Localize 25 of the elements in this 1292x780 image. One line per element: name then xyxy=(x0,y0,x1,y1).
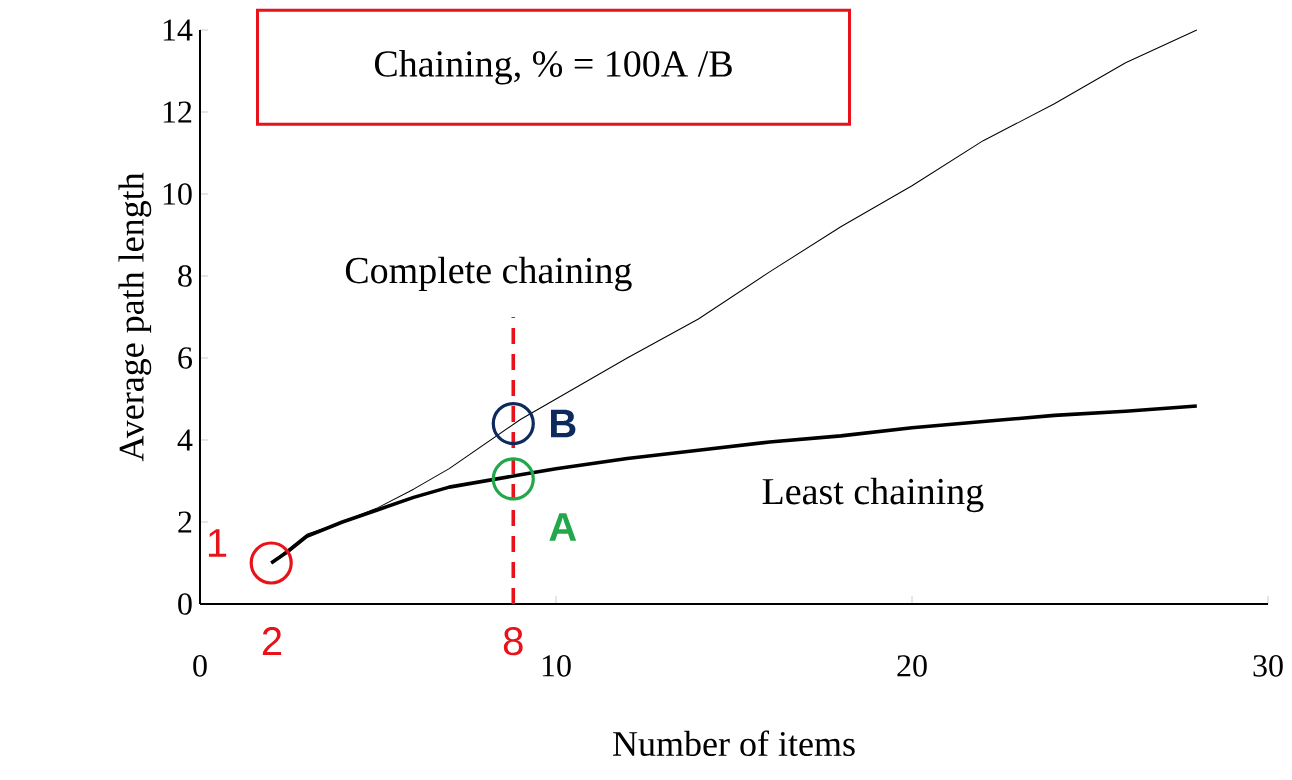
y-tick-label: 8 xyxy=(178,265,192,287)
point xyxy=(491,457,535,501)
x-tick-label: 0 xyxy=(193,655,207,677)
legend-label: B xyxy=(551,409,576,438)
text: 8 xyxy=(503,627,523,656)
y-tick-label: 14 xyxy=(163,19,193,41)
y-axis-title: Average path length xyxy=(118,172,152,462)
y-tick-label: 12 xyxy=(163,101,192,123)
point xyxy=(249,541,293,585)
x-axis-title: Number of items xyxy=(613,730,855,757)
x-tick-label: 30 xyxy=(1253,655,1283,677)
y-tick-label: 10 xyxy=(163,183,192,205)
y-tick-label: 2 xyxy=(178,511,192,533)
chart-title: Chaining, % = 100A /B xyxy=(374,50,732,85)
point xyxy=(491,401,535,446)
series-label: Complete chaining xyxy=(345,256,632,292)
series-label: Least chaining xyxy=(762,477,984,513)
x-tick-label: 20 xyxy=(897,655,927,677)
text: 2 xyxy=(262,627,282,655)
y-tick-label: 0 xyxy=(178,593,192,615)
y-tick-label: 6 xyxy=(178,347,192,369)
x-tick-label: 10 xyxy=(542,655,571,677)
series-label: 1 xyxy=(208,529,227,557)
y-tick-label: 4 xyxy=(177,429,193,451)
legend-label: A xyxy=(549,513,577,541)
